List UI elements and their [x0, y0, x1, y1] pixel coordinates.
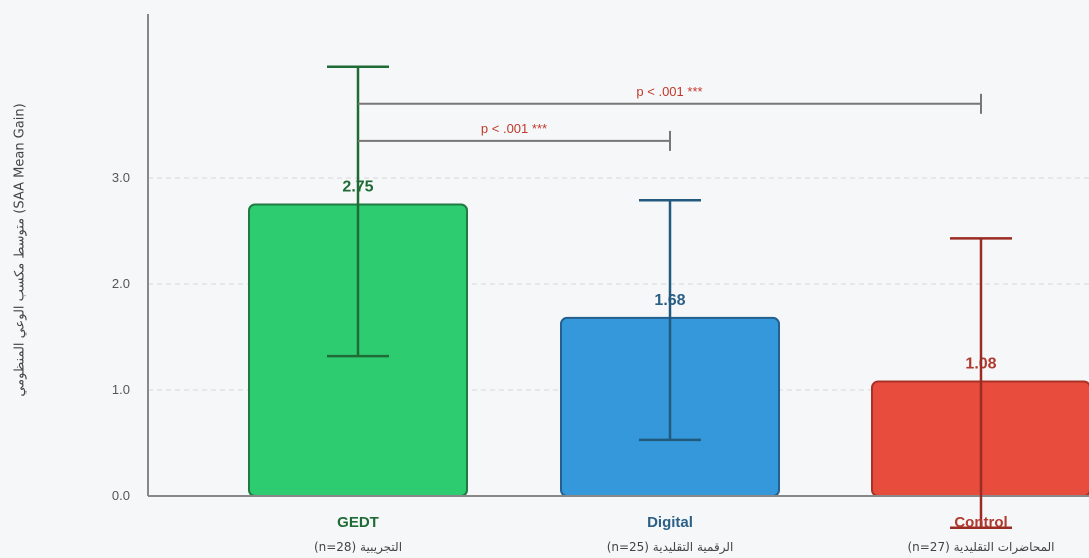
x-category-sublabel: (n=25) الرقمية التقليدية: [607, 540, 734, 555]
significance-label: p < .001 ***: [481, 121, 547, 136]
y-axis-label: متوسط مكسب الوعي المنظومي (SAA Mean Gain…: [12, 103, 28, 397]
significance-label: p < .001 ***: [636, 84, 702, 99]
x-category-label: GEDT: [337, 514, 379, 531]
x-category-label: Control: [954, 514, 1007, 531]
y-tick-label: 0.0: [112, 488, 130, 503]
y-tick-label: 3.0: [112, 170, 130, 185]
y-tick-label: 1.0: [112, 382, 130, 397]
y-tick-label: 2.0: [112, 276, 130, 291]
x-category-sublabel: (n=27) المحاضرات التقليدية: [907, 540, 1054, 555]
x-category-label: Digital: [647, 514, 693, 531]
x-category-sublabel: (n=28) التجريبية: [314, 540, 402, 555]
